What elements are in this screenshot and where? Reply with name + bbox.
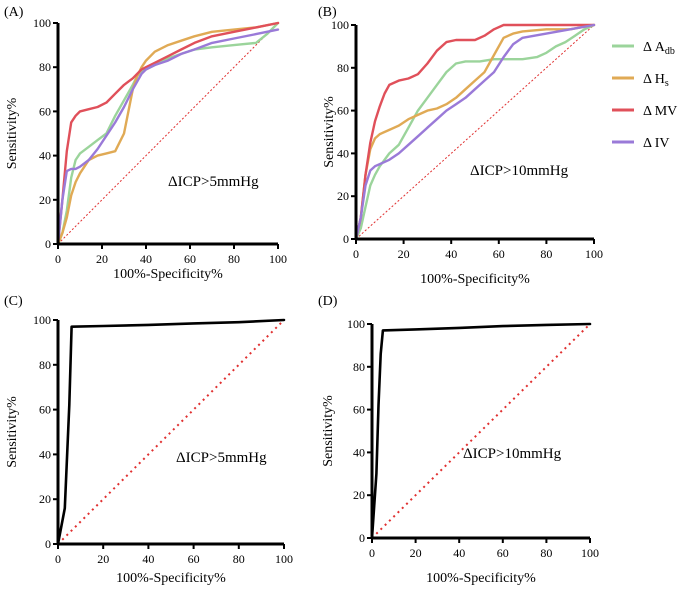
y-tick-label: 100 [33, 16, 51, 30]
series-line-adb [354, 23, 596, 241]
y-tick-label: 20 [39, 492, 51, 506]
legend: Δ Adb Δ Hs Δ MV Δ IV [612, 40, 677, 151]
series-line-mv [56, 21, 280, 246]
x-tick-label: 60 [497, 546, 509, 560]
legend-label: Δ IV [643, 136, 670, 151]
x-tick-label: 60 [188, 552, 200, 566]
panel-c: 0 20 40 60 80 100 0 20 40 60 80 100 100%-Specificity… [4, 294, 293, 586]
y-tick-label: 80 [39, 358, 51, 372]
legend-label: Δ MV [643, 104, 677, 119]
x-tick-label: 80 [540, 247, 552, 261]
y-tick-label: 80 [353, 360, 365, 374]
y-tick-label: 100 [33, 313, 51, 327]
x-tick-label: 40 [142, 552, 154, 566]
y-tick-label: 60 [337, 104, 349, 118]
x-tick-label: 80 [228, 252, 240, 266]
panel-label: (B) [318, 5, 337, 20]
panel-b: 0 20 40 60 80 100 0 20 40 60 80 100 100%-Specificity… [318, 5, 603, 287]
x-tick-label: 0 [55, 552, 61, 566]
reference-diagonal [371, 323, 591, 539]
y-tick-label: 60 [353, 403, 365, 417]
y-tick-label: 20 [39, 193, 51, 207]
series-line-iv [56, 28, 280, 246]
y-tick-label: 20 [353, 488, 365, 502]
panel-label: (C) [4, 294, 23, 309]
y-tick-label: 100 [331, 18, 349, 32]
legend-label: Δ Hs [643, 72, 669, 89]
series-line-roc [56, 318, 286, 546]
y-axis-label: Sensitivity% [321, 395, 336, 467]
x-tick-label: 40 [140, 252, 152, 266]
x-tick-label: 100 [581, 546, 599, 560]
x-tick-label: 20 [410, 546, 422, 560]
x-tick-label: 0 [369, 546, 375, 560]
threshold-annotation: ΔICP>10mmHg [463, 446, 562, 462]
x-axis-label: 100%-Specificity% [113, 267, 223, 282]
reference-diagonal [57, 319, 285, 545]
y-tick-label: 60 [39, 403, 51, 417]
y-tick-label: 0 [45, 237, 51, 251]
x-tick-label: 20 [398, 247, 410, 261]
x-tick-label: 80 [233, 552, 245, 566]
x-tick-label: 40 [453, 546, 465, 560]
y-tick-label: 60 [39, 104, 51, 118]
y-tick-label: 0 [343, 232, 349, 246]
threshold-annotation: ΔICP>10mmHg [470, 163, 569, 179]
legend-item: Δ MV [612, 104, 677, 119]
y-axis-label: Sensitivity% [5, 97, 20, 169]
legend-item: Δ IV [612, 136, 670, 151]
x-tick-label: 100 [275, 552, 293, 566]
x-tick-label: 0 [353, 247, 359, 261]
y-tick-label: 80 [337, 61, 349, 75]
threshold-annotation: ΔICP>5mmHg [176, 450, 267, 466]
series-line-iv [354, 23, 596, 241]
y-tick-label: 0 [45, 537, 51, 551]
x-axis-label: 100%-Specificity% [420, 272, 530, 287]
x-axis-label: 100%-Specificity% [426, 571, 536, 586]
legend-item: Δ Hs [612, 72, 669, 89]
panel-label: (D) [318, 294, 338, 309]
y-tick-label: 100 [347, 317, 365, 331]
y-tick-label: 40 [39, 149, 51, 163]
y-axis-label: Sensitivity% [5, 396, 20, 468]
y-tick-label: 40 [353, 445, 365, 459]
y-tick-label: 40 [39, 447, 51, 461]
series-line-mv [354, 23, 596, 241]
x-tick-label: 60 [493, 247, 505, 261]
x-tick-label: 80 [540, 546, 552, 560]
y-tick-label: 40 [337, 146, 349, 160]
reference-diagonal [355, 24, 595, 240]
panels: 0 20 40 60 80 100 0 20 40 60 80 100 100%-Specificity… [4, 5, 603, 586]
y-tick-label: 20 [337, 189, 349, 203]
series-line-hs [354, 23, 596, 241]
x-tick-label: 100 [269, 252, 287, 266]
x-tick-label: 20 [97, 552, 109, 566]
legend-label: Δ Adb [643, 40, 675, 57]
x-tick-label: 0 [55, 252, 61, 266]
panel-a: 0 20 40 60 80 100 0 20 40 60 80 100 100%-Specificity… [4, 5, 287, 282]
x-tick-label: 100 [585, 247, 603, 261]
panel-label: (A) [4, 5, 24, 20]
threshold-annotation: ΔICP>5mmHg [168, 174, 259, 190]
x-tick-label: 20 [96, 252, 108, 266]
x-tick-label: 40 [445, 247, 457, 261]
y-axis-label: Sensitivity% [322, 96, 337, 168]
y-tick-label: 80 [39, 60, 51, 74]
y-tick-label: 0 [359, 531, 365, 545]
panel-d: 0 20 40 60 80 100 0 20 40 60 80 100 100%-Specificity… [318, 294, 599, 586]
x-axis-label: 100%-Specificity% [116, 571, 226, 586]
legend-item: Δ Adb [612, 40, 675, 57]
x-tick-label: 60 [184, 252, 196, 266]
series-line-roc [370, 322, 592, 540]
